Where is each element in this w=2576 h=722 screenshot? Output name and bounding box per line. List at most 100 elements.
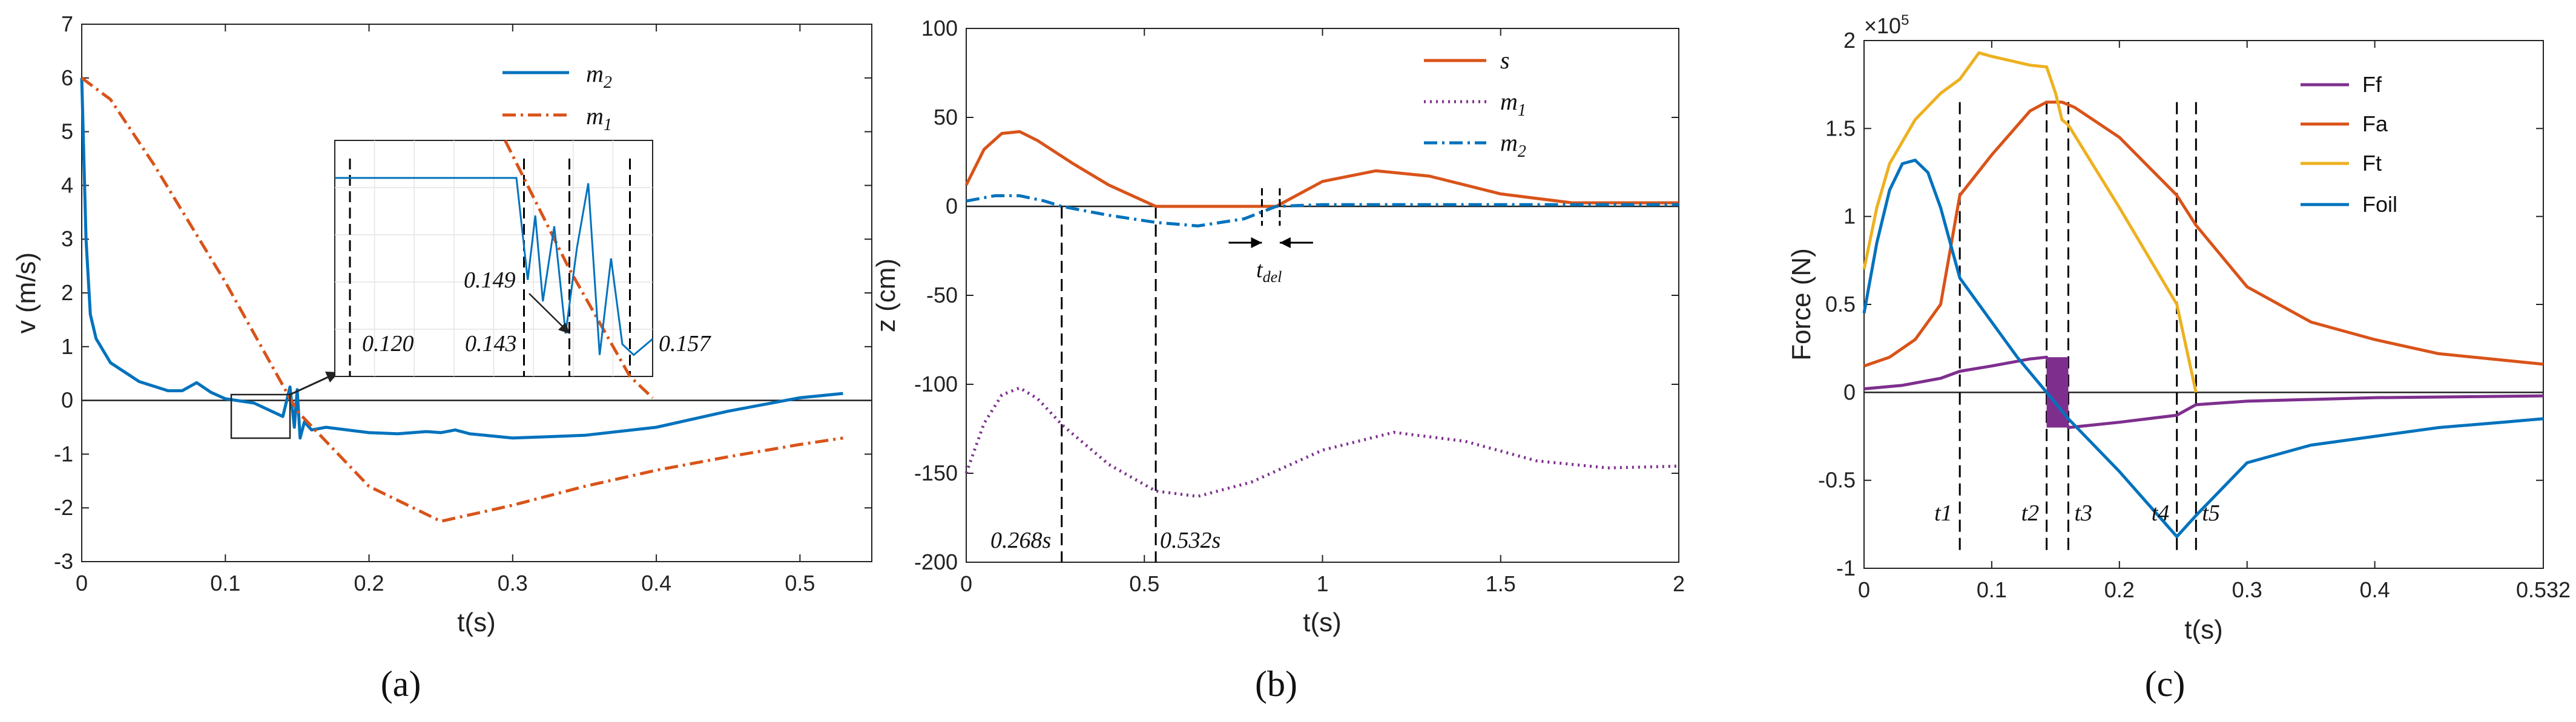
tdel-arrowhead-left <box>1251 237 1262 248</box>
series-s <box>964 130 1679 208</box>
legend-m2-label-b: m2 <box>1500 129 1526 161</box>
y-tick-label: -0.5 <box>1818 468 1856 493</box>
inset-label-0120: 0.120 <box>362 331 414 356</box>
y-tick-label: -150 <box>914 461 958 485</box>
panel-c-legend: Ff Fa Ft Foil <box>2301 72 2397 217</box>
panel-a-legend: m2 m1 <box>502 60 612 134</box>
zoom-arrow <box>289 373 335 396</box>
series-m2 <box>80 77 843 440</box>
vline-label-0268: 0.268s <box>990 528 1051 553</box>
panel-b-ylabel: z (cm) <box>871 258 901 332</box>
y-tick-label: -2 <box>54 495 73 520</box>
series-m1 <box>81 76 843 523</box>
y-tick-label: 6 <box>61 65 73 90</box>
legend-m2-label: m2 <box>586 60 612 92</box>
x-tick-label: 1 <box>1316 571 1328 596</box>
panel-a-xlabel: t(s) <box>457 608 496 637</box>
panel-b-ticks: 0 0.5 1 1.5 2 -200 -150 -100 -50 0 50 100 <box>914 16 1685 596</box>
panel-b-xlabel: t(s) <box>1303 608 1342 637</box>
y-tick-label: 50 <box>934 105 958 130</box>
panel-b: 0 0.5 1 1.5 2 -200 -150 -100 -50 0 50 100 z (cm) t(… <box>871 16 1685 704</box>
inset-plot: 0.120 0.143 0.149 0.157 <box>334 139 712 399</box>
inset-annot-arrow <box>529 293 567 330</box>
x-tick-label: 0.3 <box>498 571 528 596</box>
panel-c-xlabel: t(s) <box>2184 615 2223 645</box>
y-tick-label: 1.5 <box>1825 116 1856 140</box>
y-tick-label: 7 <box>61 11 73 36</box>
panel-c-ticks: 0 0.1 0.2 0.3 0.4 0.532 -1 -0.5 0 0.5 1 1.5 2 <box>1818 28 2571 602</box>
legend-s-label: s <box>1500 47 1510 74</box>
series-Foil <box>1862 159 2544 539</box>
y-tick-label: -50 <box>926 283 958 307</box>
y-tick-label: 2 <box>1843 28 1856 53</box>
panel-c-y-multiplier: ×105 <box>1864 12 1909 38</box>
x-tick-label: 0.5 <box>1129 571 1159 596</box>
y-tick-label: 5 <box>61 119 73 144</box>
y-tick-label: 2 <box>61 280 73 305</box>
series-Fa <box>1863 100 2544 368</box>
y-tick-label: 1 <box>1843 204 1856 229</box>
x-tick-label: 0.5 <box>785 571 815 596</box>
panel-b-label: (b) <box>1255 664 1297 704</box>
panel-a-ylabel: v (m/s) <box>12 252 41 333</box>
x-tick-label: 0.1 <box>210 571 240 596</box>
x-tick-label: 2 <box>1673 571 1685 596</box>
panel-c-plot-frame <box>1863 40 2544 569</box>
panel-a-series <box>80 76 872 523</box>
legend-ff-label: Ff <box>2362 72 2382 97</box>
legend-ft-label: Ft <box>2362 151 2382 176</box>
inset-annot-arrowhead <box>558 323 570 334</box>
panel-b-legend: s m1 m2 <box>1424 47 1526 161</box>
panel-a-ticks: 0 0.1 0.2 0.3 0.4 0.5 -3 -2 -1 0 1 2 3 4 5 6 7 <box>54 11 872 596</box>
x-tick-label: 0.3 <box>2232 577 2262 602</box>
vline-label-0532: 0.532s <box>1160 528 1220 553</box>
y-tick-label: -3 <box>54 549 73 574</box>
time-label-t3: t3 <box>2074 500 2092 526</box>
x-tick-label: 0 <box>76 571 88 596</box>
y-tick-label: -1 <box>1836 556 1856 580</box>
y-tick-label: 0 <box>1843 379 1856 404</box>
legend-m1-label-b: m1 <box>1500 88 1526 120</box>
y-tick-label: 1 <box>61 334 73 359</box>
y-tick-label: 3 <box>61 226 73 251</box>
legend-foil-label: Foil <box>2362 192 2397 217</box>
x-tick-label: 0.4 <box>2360 577 2390 602</box>
panel-a-label: (a) <box>381 664 421 704</box>
y-tick-label: 0.5 <box>1825 292 1856 317</box>
series-m2 <box>966 194 1679 228</box>
panel-c: 0 0.1 0.2 0.3 0.4 0.532 -1 -0.5 0 0.5 1 1.5 2 Force … <box>1787 12 2571 704</box>
y-tick-label: -100 <box>914 372 958 396</box>
legend-fa-label: Fa <box>2362 111 2388 136</box>
series-m1 <box>964 386 1679 498</box>
time-label-t4: t4 <box>2152 500 2170 526</box>
time-label-t5: t5 <box>2202 500 2220 526</box>
time-label-t2: t2 <box>2021 500 2040 526</box>
x-tick-label: 0.1 <box>1977 577 2007 602</box>
panel-b-series <box>964 130 1679 562</box>
zoom-box <box>230 393 291 439</box>
panel-c-time-labels: t1 t2 t3 t4 t5 <box>1934 500 2220 526</box>
series-Ft <box>1862 51 2198 393</box>
y-tick-label: 100 <box>921 16 958 41</box>
panel-b-plot-frame <box>966 28 1679 563</box>
series-Ff <box>1863 355 2544 429</box>
panel-c-series <box>1862 51 2544 551</box>
inset-series-m1 <box>504 139 654 399</box>
x-tick-label: 0.2 <box>2104 577 2135 602</box>
y-tick-label: -200 <box>914 550 958 574</box>
time-label-t1: t1 <box>1934 500 1952 526</box>
x-tick-label: 1.5 <box>1486 571 1516 596</box>
x-tick-label: 0.2 <box>354 571 384 596</box>
y-tick-label: -1 <box>54 441 73 466</box>
inset-series-m2 <box>335 177 653 356</box>
x-tick-label: 0.532 <box>2516 577 2571 602</box>
inset-label-0157: 0.157 <box>659 331 712 356</box>
inset-label-0143: 0.143 <box>465 331 517 356</box>
x-tick-label: 0 <box>1858 577 1870 602</box>
panel-a: 0 0.1 0.2 0.3 0.4 0.5 -3 -2 -1 0 1 2 3 4 5 6 7 v (m/s) t… <box>12 11 872 704</box>
inset-label-0149: 0.149 <box>464 267 516 293</box>
y-tick-label: 0 <box>61 388 73 413</box>
x-tick-label: 0 <box>960 571 972 596</box>
panel-c-ylabel: Force (N) <box>1787 248 1816 361</box>
